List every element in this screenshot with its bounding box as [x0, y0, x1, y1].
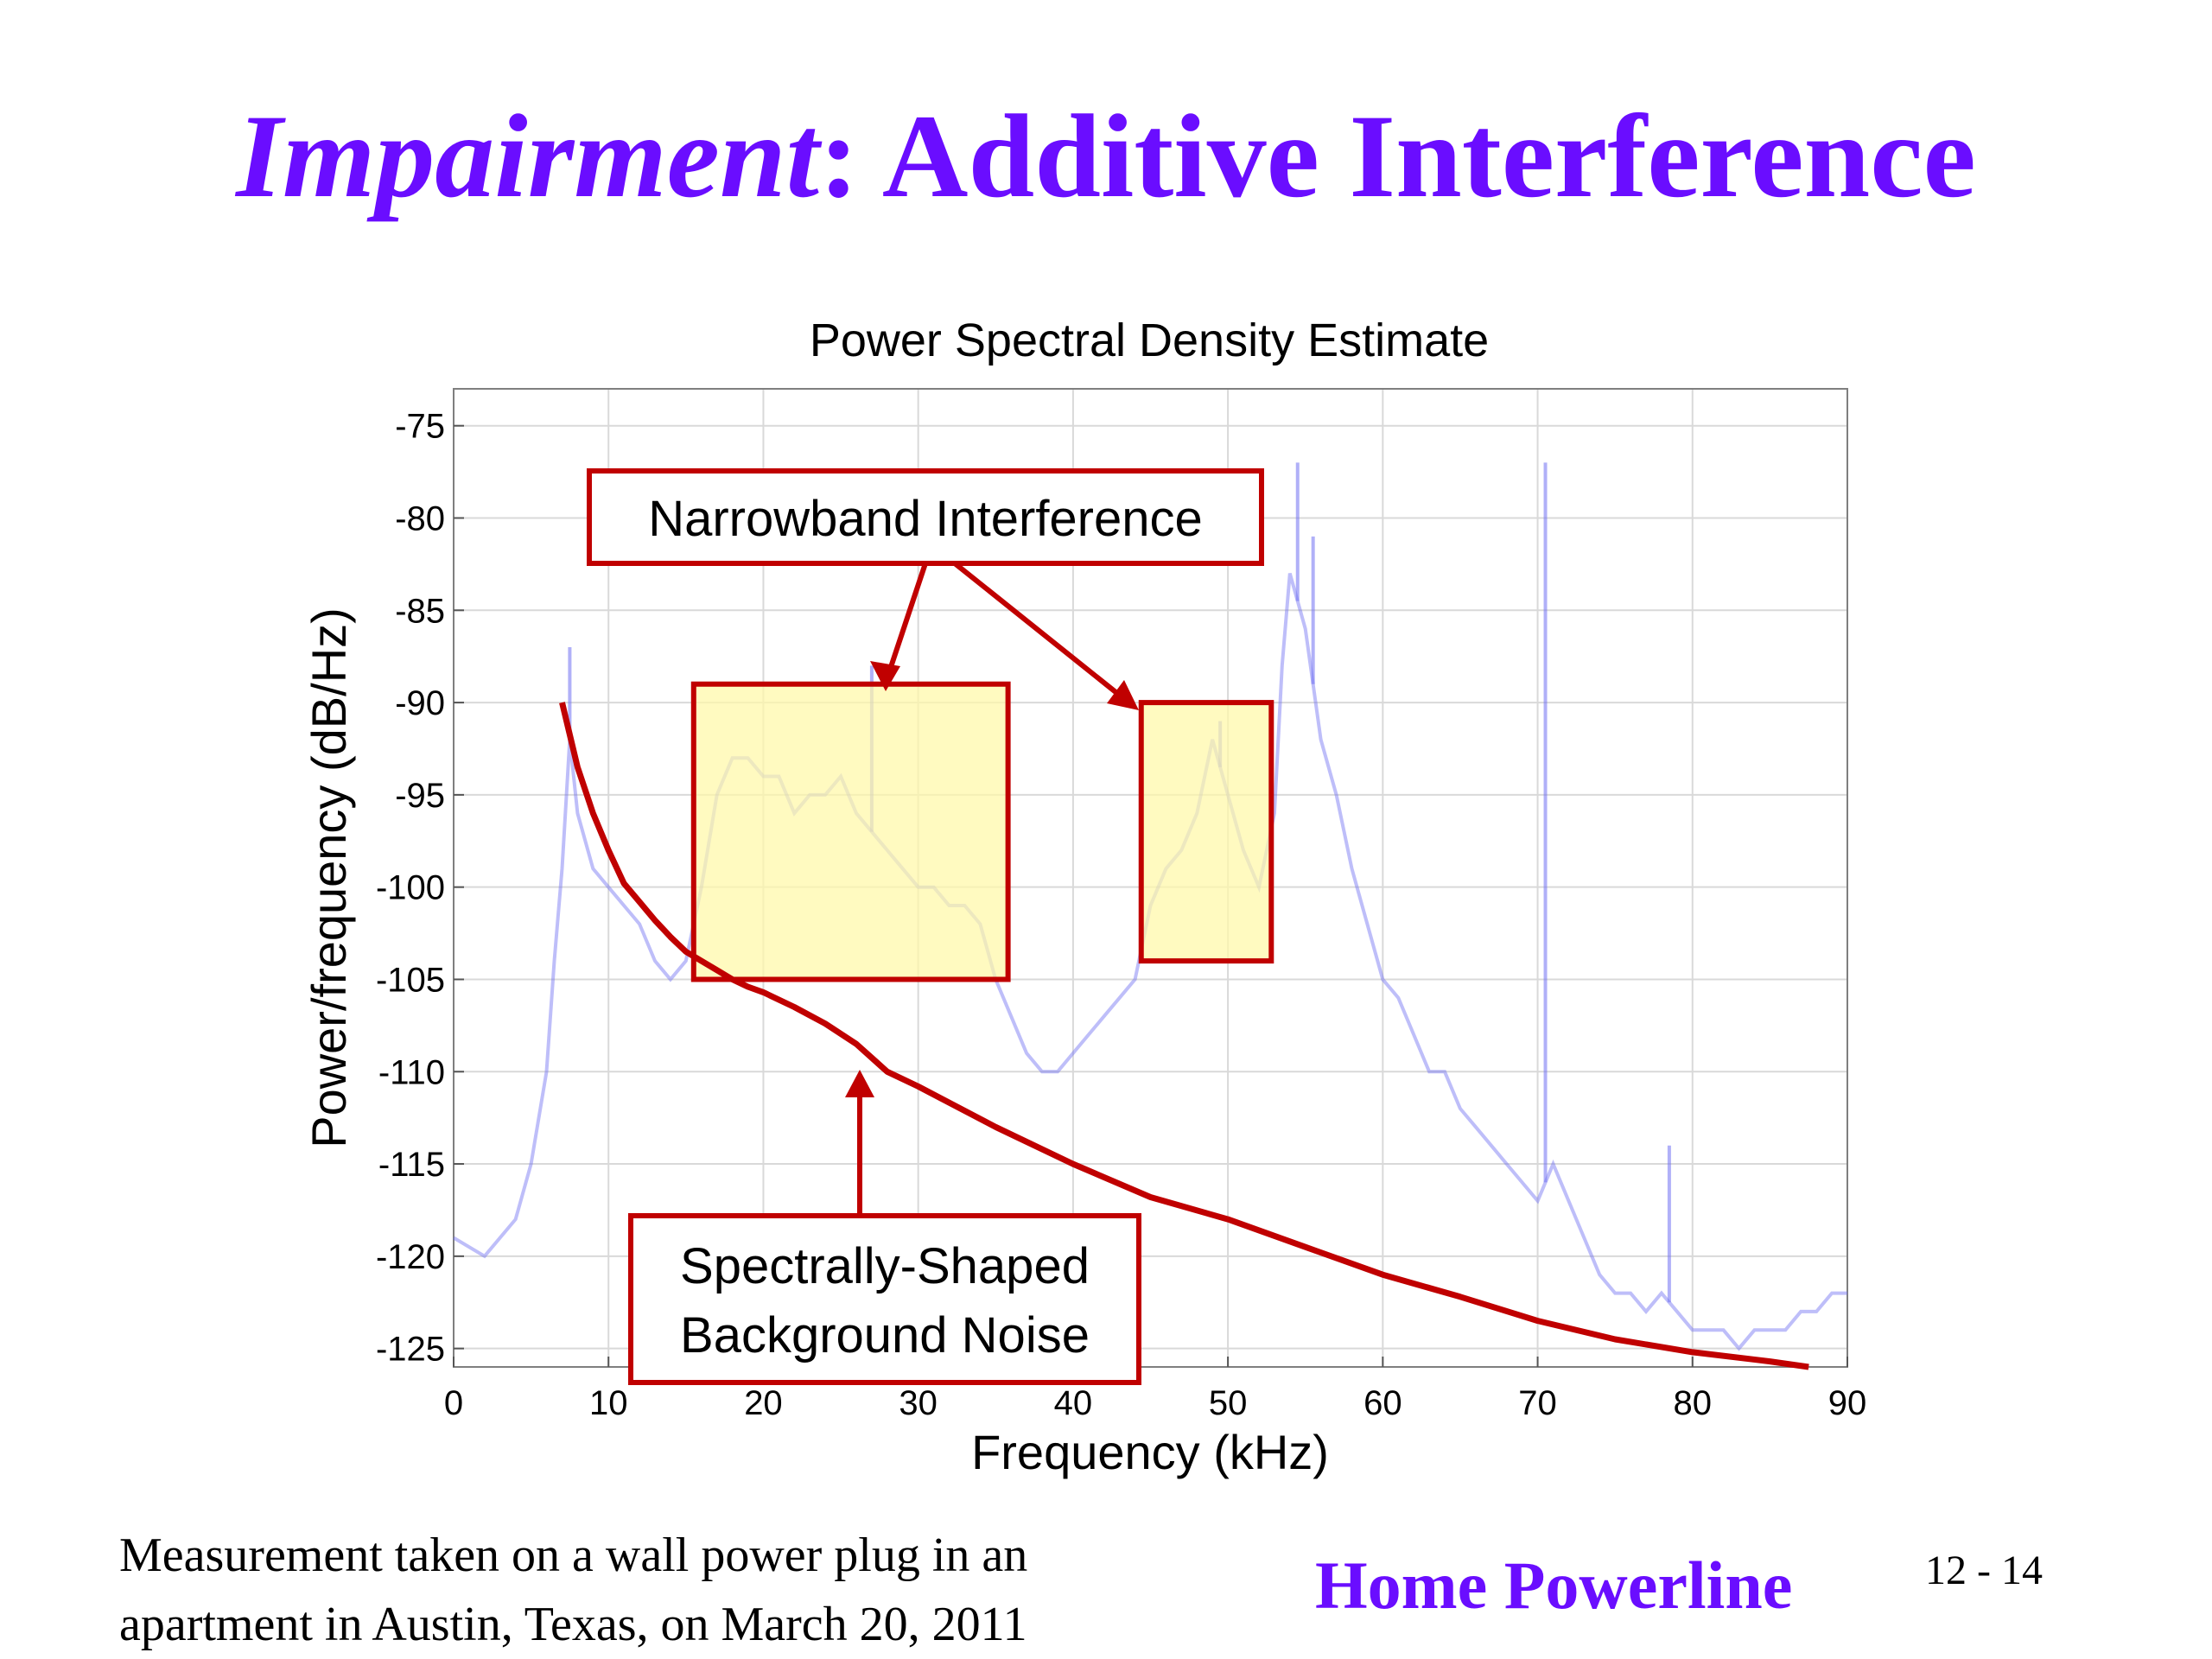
arrowhead-noise	[845, 1070, 874, 1097]
arrow-narrowband-to-box2	[953, 561, 1129, 704]
x-tick-label: 20	[744, 1384, 783, 1422]
y-tick-label: -110	[378, 1053, 445, 1091]
x-tick-label: 0	[444, 1384, 463, 1422]
axis-ticks: 0 10 20 30 40 50 60 70 80 90 -75 -80 -85 -90 -95 -100 -1…	[376, 408, 1866, 1422]
annotations-layer: Narrowband Interference Spectrally-Shape…	[587, 468, 1264, 1385]
caption-line-1: Measurement taken on a wall power plug i…	[119, 1529, 1028, 1582]
noise-label-box	[628, 1213, 1141, 1385]
x-tick-label: 30	[899, 1384, 938, 1422]
y-tick-label: -80	[395, 500, 445, 538]
slide-title-italic: Impairment	[236, 90, 819, 222]
y-tick-label: -105	[376, 961, 445, 999]
narrowband-label: Narrowband Interference	[648, 491, 1203, 547]
x-tick-label: 60	[1363, 1384, 1402, 1422]
x-tick-label: 40	[1054, 1384, 1093, 1422]
arrowhead-box1	[870, 661, 900, 691]
y-tick-label: -90	[395, 684, 445, 722]
x-tick-label: 10	[589, 1384, 628, 1422]
arrowhead-box2	[1107, 680, 1139, 710]
highlight-box-2	[1138, 700, 1274, 964]
measurement-caption: Measurement taken on a wall power plug i…	[119, 1521, 1027, 1659]
noise-label-line2: Background Noise	[680, 1307, 1090, 1363]
y-axis-label: Power/frequency (dB/Hz)	[302, 607, 356, 1148]
y-tick-label: -115	[378, 1146, 445, 1184]
y-tick-label: -85	[395, 592, 445, 630]
y-tick-label: -75	[395, 408, 445, 446]
footer-title: Home Powerline	[1315, 1548, 1793, 1623]
y-tick-label: -120	[376, 1238, 445, 1276]
chart-title: Power Spectral Density Estimate	[810, 315, 1489, 366]
noise-label-line1: Spectrally-Shaped	[680, 1238, 1090, 1294]
y-tick-label: -100	[376, 869, 445, 907]
slide-title-rest: : Additive Interference	[819, 90, 1976, 222]
noise-curve	[559, 702, 1809, 1370]
highlight-box-1	[690, 681, 1011, 982]
plot-area-frame	[453, 388, 1848, 1368]
page-number: 12 - 14	[1925, 1548, 2043, 1593]
x-tick-label: 50	[1209, 1384, 1248, 1422]
highlight-layer	[690, 681, 1274, 982]
noise-layer	[559, 702, 1809, 1370]
x-tick-label: 80	[1674, 1384, 1713, 1422]
x-tick-label: 70	[1518, 1384, 1557, 1422]
caption-line-2: apartment in Austin, Texas, on March 20,…	[119, 1598, 1027, 1651]
y-tick-label: -125	[376, 1331, 445, 1369]
arrow-narrowband-to-box1	[883, 563, 928, 683]
x-axis-label: Frequency (kHz)	[971, 1425, 1329, 1479]
narrowband-label-box	[587, 468, 1264, 566]
x-tick-label: 90	[1828, 1384, 1867, 1422]
y-tick-label: -95	[395, 777, 445, 815]
slide-title: Impairment: Additive Interference	[0, 91, 2212, 222]
